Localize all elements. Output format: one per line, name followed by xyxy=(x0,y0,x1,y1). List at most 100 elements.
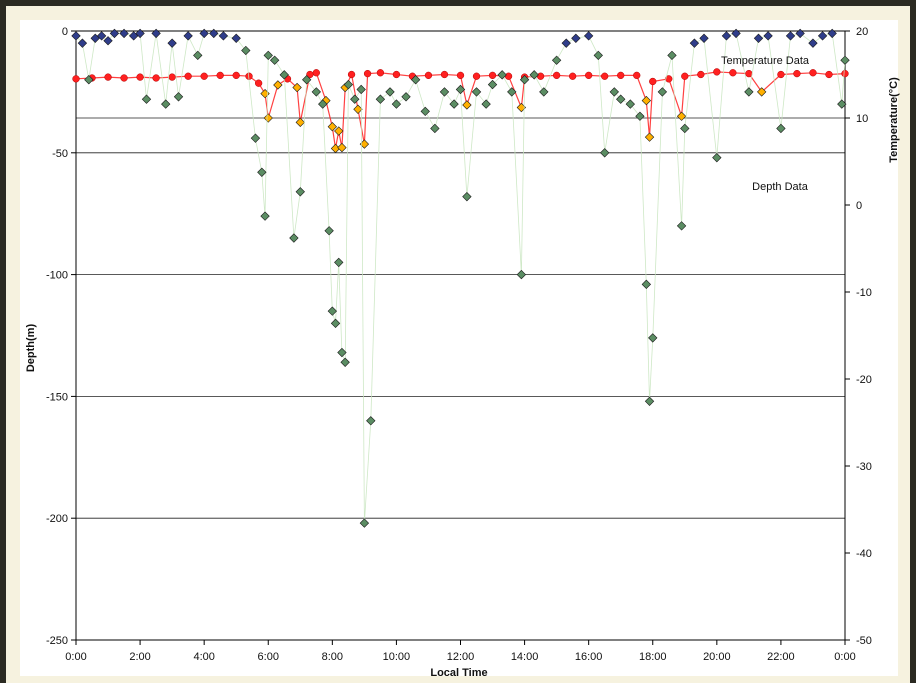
temperature-point xyxy=(104,73,112,81)
temperature-point xyxy=(168,73,176,81)
depth-point xyxy=(616,94,626,104)
y-tick-label: -150 xyxy=(46,391,68,403)
temperature-point xyxy=(152,74,160,82)
depth-point xyxy=(167,38,177,48)
depth-point xyxy=(519,75,530,85)
temperature-point xyxy=(825,70,833,79)
depth-point xyxy=(109,28,120,39)
depth-point xyxy=(600,148,610,158)
depth-point xyxy=(330,318,341,328)
depth-point xyxy=(103,36,113,46)
y-tick-label: -50 xyxy=(52,148,68,160)
y2-tick-label: 20 xyxy=(856,26,868,38)
depth-point xyxy=(609,87,619,97)
temperature-point xyxy=(793,69,801,78)
temperature-point xyxy=(552,71,561,80)
x-tick-label: 18:00 xyxy=(639,651,667,663)
temperature-point xyxy=(337,142,347,153)
temperature-point xyxy=(273,80,283,90)
depth-point xyxy=(289,233,299,243)
temperature-point xyxy=(424,71,433,80)
temperature-point xyxy=(184,72,192,80)
x-tick-label: 16:00 xyxy=(575,651,603,663)
depth-point xyxy=(96,31,107,41)
depth-point xyxy=(439,87,450,97)
temperature-series xyxy=(72,68,849,154)
y-tick-label: -100 xyxy=(46,270,68,282)
temperature-point xyxy=(376,69,385,77)
y2-tick-label: -20 xyxy=(856,374,872,386)
temperature-point xyxy=(440,70,449,79)
x-tick-label: 20:00 xyxy=(703,651,731,663)
depth-point xyxy=(359,518,370,528)
x-tick-label: 0:00 xyxy=(65,651,86,663)
depth-point xyxy=(481,99,491,109)
depth-point xyxy=(449,99,459,109)
temperature-point xyxy=(72,75,80,83)
depth-point xyxy=(462,191,472,202)
depth-point xyxy=(644,396,655,406)
depth-point xyxy=(808,38,818,48)
depth-point xyxy=(401,92,411,102)
y-tick-label: 0 xyxy=(62,26,68,38)
x-tick-label: 8:00 xyxy=(322,651,343,663)
temperature-point xyxy=(359,139,370,149)
temperature-point xyxy=(292,82,302,93)
y-axis-title: Depth(m) xyxy=(25,324,37,373)
depth-point xyxy=(827,28,837,39)
depth-series xyxy=(71,28,850,528)
temperature-point xyxy=(216,71,224,80)
temperature-point xyxy=(681,72,689,80)
depth-point xyxy=(497,70,507,80)
plot-background xyxy=(20,20,898,676)
depth-point xyxy=(455,84,466,95)
temperature-point xyxy=(585,71,593,80)
temperature-point xyxy=(295,117,305,128)
depth-point xyxy=(430,123,440,134)
temperature-point xyxy=(254,79,263,87)
depth-point xyxy=(173,92,184,102)
temperature-point xyxy=(263,113,273,123)
depth-point xyxy=(776,123,786,134)
temperature-point xyxy=(472,72,481,80)
depth-point xyxy=(231,33,241,43)
temperature-point xyxy=(536,72,545,80)
temperature-point xyxy=(312,69,320,77)
depth-point xyxy=(334,257,344,268)
temperature-point xyxy=(809,69,817,77)
depth-point xyxy=(689,38,700,48)
depth-point xyxy=(487,79,498,90)
y2-tick-label: 10 xyxy=(856,113,868,125)
depth-point xyxy=(161,99,171,109)
depth-point xyxy=(385,87,395,97)
depth-point xyxy=(324,226,334,236)
depth-point xyxy=(269,55,280,65)
temperature-point xyxy=(462,100,472,110)
depth-point xyxy=(260,211,270,221)
depth-point xyxy=(539,87,549,97)
temperature-point xyxy=(327,122,338,132)
temperature-point xyxy=(697,70,705,79)
x-tick-label: 10:00 xyxy=(383,651,411,663)
depth-point xyxy=(837,99,847,109)
depth-point xyxy=(199,28,209,39)
depth-point xyxy=(295,187,305,197)
depth-point xyxy=(840,55,850,65)
temperature-point xyxy=(641,95,652,106)
y2-tick-label: -30 xyxy=(856,461,872,473)
depth-point xyxy=(250,133,261,143)
temperature-point xyxy=(601,72,609,80)
x-tick-label: 14:00 xyxy=(511,651,539,663)
temperature-point xyxy=(488,71,497,80)
temperature-point xyxy=(363,69,372,78)
depth-point xyxy=(699,33,709,43)
depth-point xyxy=(241,45,251,56)
depth-point xyxy=(648,333,658,343)
depth-point xyxy=(410,75,421,85)
temperature-point xyxy=(330,143,341,154)
temperature-point xyxy=(353,104,363,114)
y-tick-label: -200 xyxy=(46,513,68,525)
x-axis-title: Local Time xyxy=(430,667,487,679)
depth-point xyxy=(785,31,796,41)
depth-point xyxy=(641,279,652,290)
